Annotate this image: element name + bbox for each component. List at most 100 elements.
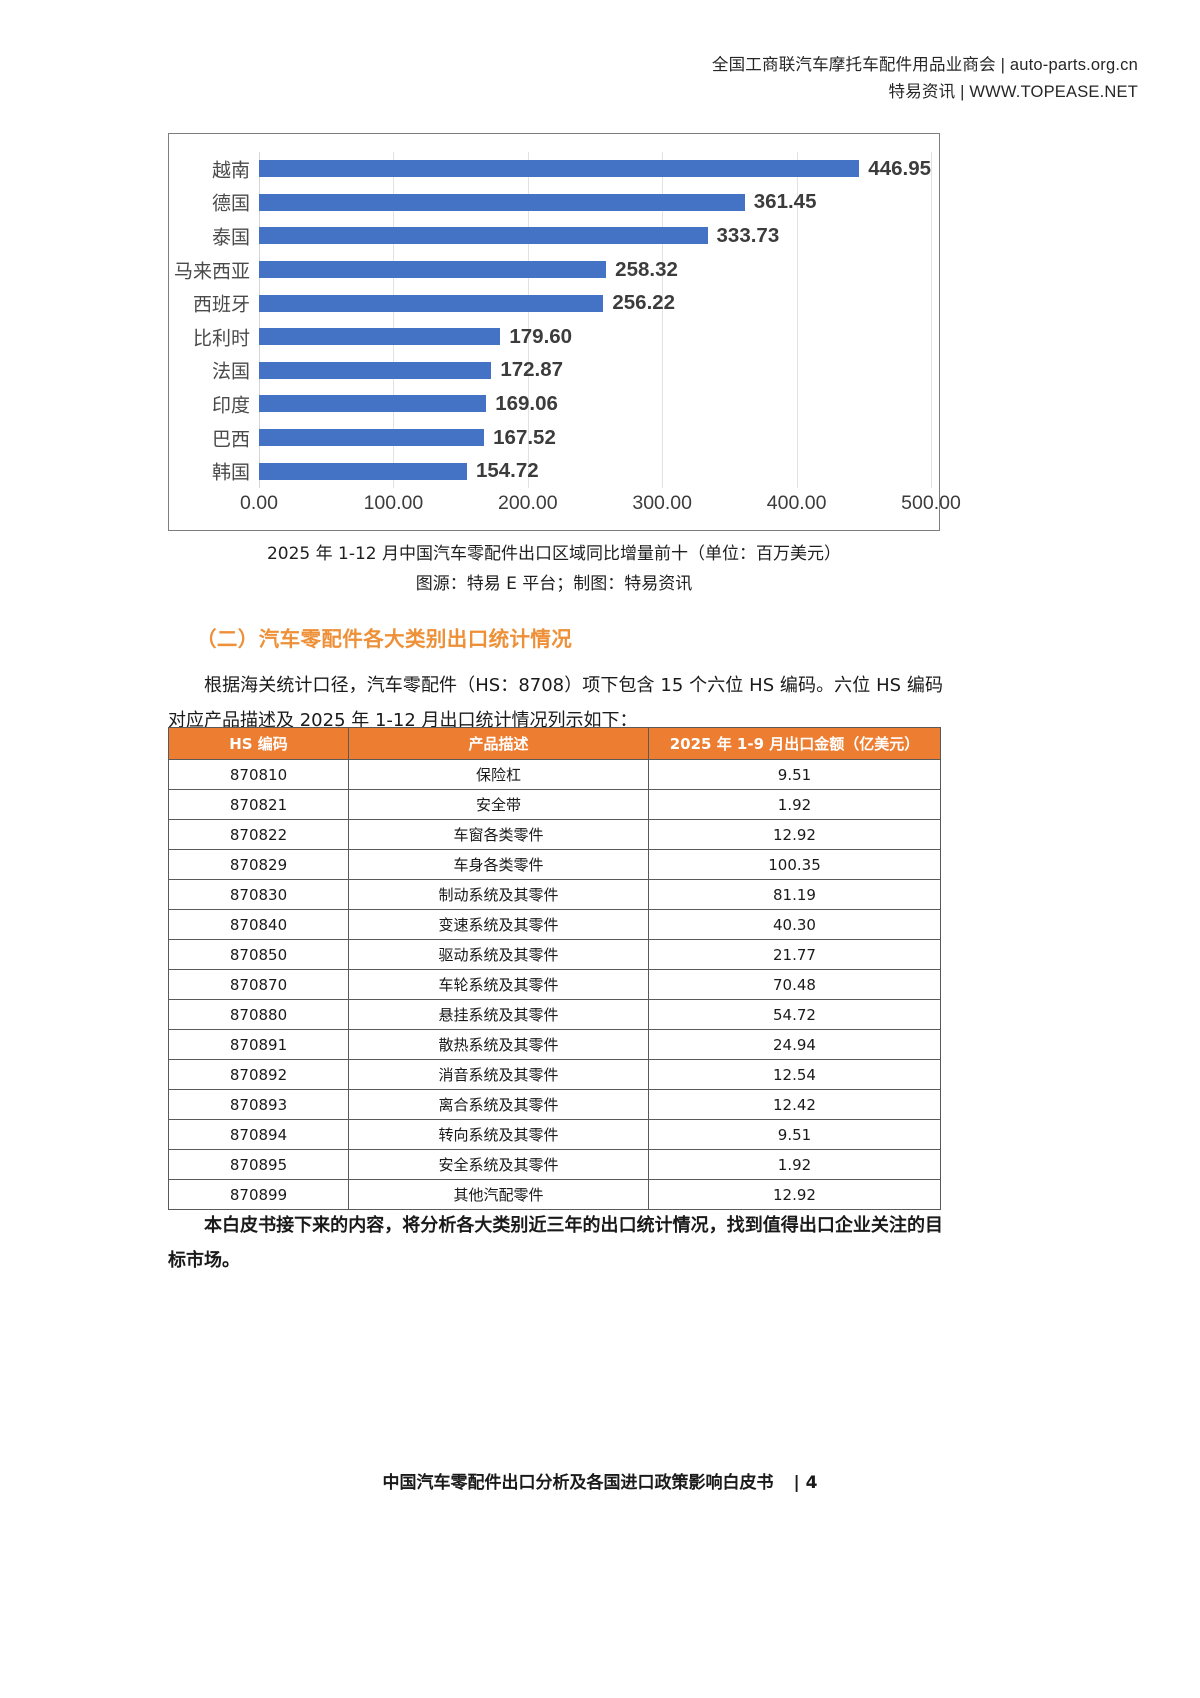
table-cell-hs-code: 870891 xyxy=(168,1029,349,1060)
chart-bar xyxy=(259,261,607,279)
table-cell-export-amount: 81.19 xyxy=(648,879,941,910)
chart-bar-value-label: 256.22 xyxy=(612,291,676,315)
table-cell-export-amount: 1.92 xyxy=(648,789,941,820)
table-cell-product-description: 散热系统及其零件 xyxy=(348,1029,649,1060)
table-cell-export-amount: 21.77 xyxy=(648,939,941,970)
page-footer: 中国汽车零配件出口分析及各国进口政策影响白皮书 | 4 xyxy=(0,1468,1200,1493)
table-cell-product-description: 离合系统及其零件 xyxy=(348,1089,649,1120)
table-cell-product-description: 安全系统及其零件 xyxy=(348,1149,649,1180)
chart-x-axis-ticks: 0.00 100.00 200.00 300.00 400.00 500.00 xyxy=(240,492,961,522)
table-header-product-description: 产品描述 xyxy=(348,727,649,760)
table-row: 870830 制动系统及其零件 81.19 xyxy=(168,879,941,910)
chart-category-label: 比利时 xyxy=(192,327,250,350)
table-cell-export-amount: 12.92 xyxy=(648,819,941,850)
table-cell-hs-code: 870850 xyxy=(168,939,349,970)
chart-x-tick-label: 300.00 xyxy=(632,492,693,514)
section-heading: （二）汽车零配件各大类别出口统计情况 xyxy=(196,627,573,651)
figure-caption-line2: 图源：特易 E 平台；制图：特易资讯 xyxy=(415,573,693,594)
table-cell-product-description: 车轮系统及其零件 xyxy=(348,969,649,1000)
chart-gridline xyxy=(796,152,798,488)
chart-bar-row: 印度 169.06 xyxy=(212,391,931,417)
chart-bar xyxy=(259,395,487,413)
table-cell-hs-code: 870822 xyxy=(168,819,349,850)
table-cell-product-description: 消音系统及其零件 xyxy=(348,1059,649,1090)
figure-caption-line1: 2025 年 1-12 月中国汽车零配件出口区域同比增量前十（单位：百万美元） xyxy=(266,544,842,564)
table-cell-export-amount: 12.42 xyxy=(648,1089,941,1120)
chart-bar-value-label: 169.06 xyxy=(495,391,558,415)
chart-x-tick-label: 0.00 xyxy=(240,492,278,514)
table-cell-product-description: 悬挂系统及其零件 xyxy=(348,999,649,1030)
chart-bar-row: 韩国 154.72 xyxy=(212,459,931,484)
chart-bar-value-label: 361.45 xyxy=(753,190,817,214)
table-cell-product-description: 变速系统及其零件 xyxy=(348,909,649,940)
table-cell-product-description: 转向系统及其零件 xyxy=(348,1119,649,1150)
table-row: 870840 变速系统及其零件 40.30 xyxy=(168,909,941,940)
closing-paragraph: 本白皮书接下来的内容，将分析各大类别近三年的出口统计情况，找到值得出口企业关注的… xyxy=(168,1215,943,1272)
chart-gridline xyxy=(527,152,529,488)
table-cell-hs-code: 870894 xyxy=(168,1119,349,1150)
table-cell-export-amount: 9.51 xyxy=(648,759,941,790)
chart-bar-row: 法国 172.87 xyxy=(212,358,931,383)
table-body: 870810 保险杠 9.51 870821 安全带 1.92 870822 车窗各类零件 12… xyxy=(168,759,941,1210)
table-row: 870892 消音系统及其零件 12.54 xyxy=(168,1059,941,1090)
table-cell-export-amount: 1.92 xyxy=(648,1149,941,1180)
table-cell-export-amount: 54.72 xyxy=(648,999,941,1030)
table-cell-hs-code: 870899 xyxy=(168,1179,349,1210)
chart-category-label: 泰国 xyxy=(211,226,250,249)
chart-bar xyxy=(259,294,604,312)
table-row: 870894 转向系统及其零件 9.51 xyxy=(168,1119,941,1150)
intro-paragraph: 根据海关统计口径，汽车零配件（HS：8708）项下包含 15 个六位 HS 编码… xyxy=(168,675,943,732)
hs-code-table: HS 编码 产品描述 2025 年 1-9 月出口金额（亿美元） 870810 保… xyxy=(168,727,941,1210)
chart-bar-value-label: 179.60 xyxy=(509,324,573,348)
bar-chart-figure: 越南 446.95 德国 361.45 泰国 333.73 马来西亚 258.32 西班牙 256… xyxy=(168,133,961,531)
table-cell-product-description: 其他汽配零件 xyxy=(348,1179,649,1210)
table-cell-hs-code: 870830 xyxy=(168,879,349,910)
table-cell-product-description: 安全带 xyxy=(348,789,649,820)
chart-bar-row: 西班牙 256.22 xyxy=(193,291,931,316)
chart-bar xyxy=(259,328,501,346)
chart-bar-value-label: 446.95 xyxy=(868,156,931,180)
table-row: 870850 驱动系统及其零件 21.77 xyxy=(168,939,941,970)
table-cell-export-amount: 12.54 xyxy=(648,1059,941,1090)
table-cell-hs-code: 870810 xyxy=(168,759,349,790)
table-cell-hs-code: 870821 xyxy=(168,789,349,820)
table-row: 870821 安全带 1.92 xyxy=(168,789,941,820)
chart-bar xyxy=(259,193,745,211)
page-header: 全国工商联汽车摩托车配件用品业商会 | auto-parts.org.cn 特易… xyxy=(0,52,1138,105)
table-header-row: HS 编码 产品描述 2025 年 1-9 月出口金额（亿美元） xyxy=(168,727,941,760)
chart-x-tick-label: 400.00 xyxy=(766,492,827,514)
footer-title: 中国汽车零配件出口分析及各国进口政策影响白皮书 xyxy=(382,1473,774,1493)
chart-category-label: 巴西 xyxy=(211,428,250,451)
table-cell-product-description: 保险杠 xyxy=(348,759,649,790)
chart-bar-row: 越南 446.95 xyxy=(212,156,931,182)
table-cell-export-amount: 24.94 xyxy=(648,1029,941,1060)
chart-bar-value-label: 154.72 xyxy=(475,459,539,483)
chart-category-label: 印度 xyxy=(211,394,250,417)
chart-bar-row: 德国 361.45 xyxy=(212,190,931,215)
chart-category-label: 德国 xyxy=(211,192,250,215)
chart-bar-value-label: 258.32 xyxy=(615,257,678,281)
chart-bar-value-label: 333.73 xyxy=(716,223,780,247)
table-cell-product-description: 车身各类零件 xyxy=(348,849,649,880)
chart-bar xyxy=(259,462,467,480)
table-row: 870880 悬挂系统及其零件 54.72 xyxy=(168,999,941,1030)
table-cell-export-amount: 9.51 xyxy=(648,1119,941,1150)
table-cell-hs-code: 870892 xyxy=(168,1059,349,1090)
chart-bar xyxy=(259,160,860,178)
chart-bar-row: 比利时 179.60 xyxy=(193,324,931,350)
table-cell-hs-code: 870880 xyxy=(168,999,349,1030)
table-header-hs-code: HS 编码 xyxy=(168,727,349,760)
footer-page-number: | 4 xyxy=(793,1473,818,1493)
chart-bar xyxy=(259,429,485,447)
table-row: 870893 离合系统及其零件 12.42 xyxy=(168,1089,941,1120)
table-cell-export-amount: 12.92 xyxy=(648,1179,941,1210)
table-cell-hs-code: 870870 xyxy=(168,969,349,1000)
table-row: 870822 车窗各类零件 12.92 xyxy=(168,819,941,850)
chart-bar-row: 泰国 333.73 xyxy=(212,223,931,249)
table-header-export-amount: 2025 年 1-9 月出口金额（亿美元） xyxy=(648,727,941,760)
chart-x-tick-label: 500.00 xyxy=(901,492,961,514)
table-cell-product-description: 驱动系统及其零件 xyxy=(348,939,649,970)
chart-category-label: 法国 xyxy=(211,360,250,383)
header-line-topease: 特易资讯 | WWW.TOPEASE.NET xyxy=(888,82,1138,101)
table-cell-export-amount: 70.48 xyxy=(648,969,941,1000)
